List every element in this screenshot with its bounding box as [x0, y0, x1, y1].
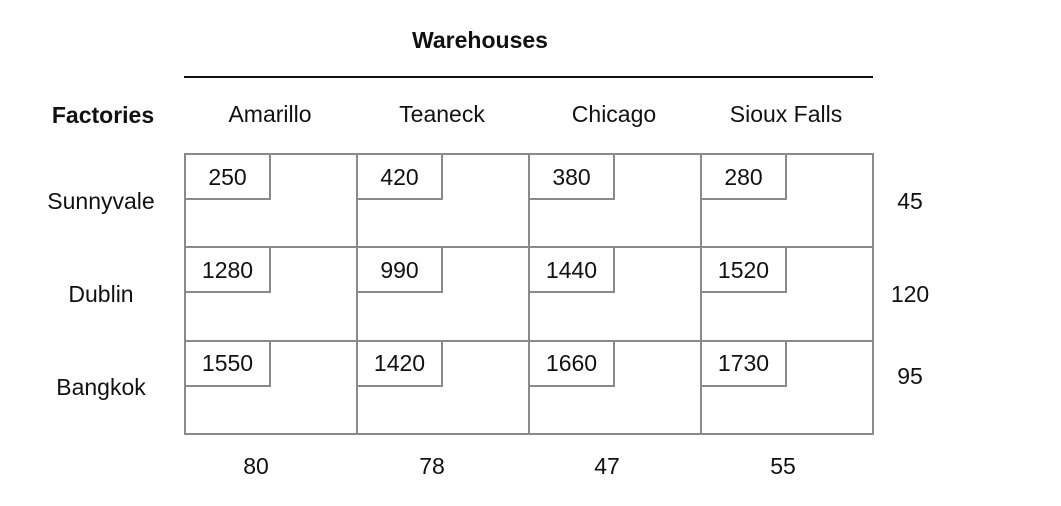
grid-cell: 1660 — [530, 341, 702, 435]
grid-cell: 990 — [358, 248, 530, 342]
demand-chicago: 47 — [594, 453, 620, 479]
warehouse-header-sioux-falls: Sioux Falls — [729, 101, 843, 127]
warehouse-header-teaneck: Teaneck — [399, 101, 485, 127]
grid-cell: 1550 — [186, 341, 358, 435]
warehouses-title-rule — [184, 76, 873, 78]
warehouse-header-amarillo: Amarillo — [228, 101, 312, 127]
factory-label-dublin: Dublin — [68, 281, 134, 307]
grid-cell: 250 — [186, 155, 358, 249]
cost-dublin-chicago: 1440 — [530, 248, 615, 294]
cost-dublin-sioux-falls: 1520 — [702, 248, 787, 294]
cost-sunnyvale-teaneck: 420 — [358, 155, 443, 200]
cost-bangkok-teaneck: 1420 — [358, 341, 443, 387]
factories-label: Factories — [51, 102, 155, 128]
transportation-cost-grid: 250 420 380 280 1280 990 1440 1520 1550 … — [184, 153, 874, 435]
grid-cell: 420 — [358, 155, 530, 249]
cost-dublin-teaneck: 990 — [358, 248, 443, 294]
grid-cell: 280 — [702, 155, 874, 249]
cost-dublin-amarillo: 1280 — [186, 248, 271, 294]
demand-sioux-falls: 55 — [770, 453, 796, 479]
grid-cell: 380 — [530, 155, 702, 249]
cost-sunnyvale-sioux-falls: 280 — [702, 155, 787, 200]
grid-cell: 1730 — [702, 341, 874, 435]
demand-teaneck: 78 — [419, 453, 445, 479]
grid-cell: 1440 — [530, 248, 702, 342]
demand-amarillo: 80 — [243, 453, 269, 479]
cost-bangkok-chicago: 1660 — [530, 341, 615, 387]
cost-sunnyvale-amarillo: 250 — [186, 155, 271, 200]
supply-bangkok: 95 — [897, 363, 923, 389]
supply-sunnyvale: 45 — [897, 188, 923, 214]
supply-dublin: 120 — [890, 281, 930, 307]
cost-bangkok-amarillo: 1550 — [186, 341, 271, 387]
grid-cell: 1520 — [702, 248, 874, 342]
grid-cell: 1280 — [186, 248, 358, 342]
factory-label-sunnyvale: Sunnyvale — [47, 188, 155, 214]
grid-cell: 1420 — [358, 341, 530, 435]
warehouses-title: Warehouses — [412, 27, 548, 53]
cost-sunnyvale-chicago: 380 — [530, 155, 615, 200]
cost-bangkok-sioux-falls: 1730 — [702, 341, 787, 387]
factory-label-bangkok: Bangkok — [56, 374, 146, 400]
warehouse-header-chicago: Chicago — [571, 101, 657, 127]
